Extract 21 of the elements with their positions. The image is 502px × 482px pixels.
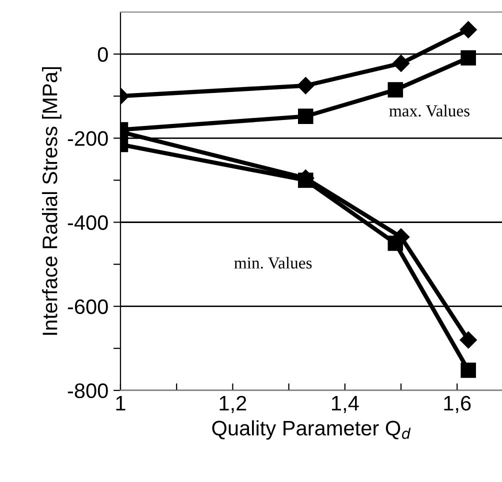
x-axis-title: Quality Parameter Q$_{d}$ — [212, 420, 411, 440]
point — [460, 50, 476, 66]
annotation: max. Values — [389, 104, 470, 117]
point — [392, 54, 410, 72]
point — [297, 77, 314, 94]
x-tick-label: 1,2 — [220, 396, 246, 414]
x-tick-label: 1 — [116, 396, 126, 410]
y-tick-label: -800 — [68, 383, 108, 398]
point — [388, 82, 404, 98]
point — [460, 331, 477, 349]
y-tick-label: -400 — [68, 215, 108, 230]
annotation: min. Values — [234, 256, 312, 269]
y-tick-label: 0 — [98, 47, 108, 62]
y-axis-title: Interface Radial Stress [MPa] — [42, 67, 62, 335]
point — [460, 362, 476, 378]
y-tick-label: -200 — [68, 131, 108, 146]
y-tick-label: -600 — [68, 299, 108, 314]
x-tick-label: 1,6 — [444, 396, 471, 414]
point — [298, 108, 314, 124]
x-tick-label: 1,4 — [332, 396, 359, 414]
point — [460, 21, 477, 38]
